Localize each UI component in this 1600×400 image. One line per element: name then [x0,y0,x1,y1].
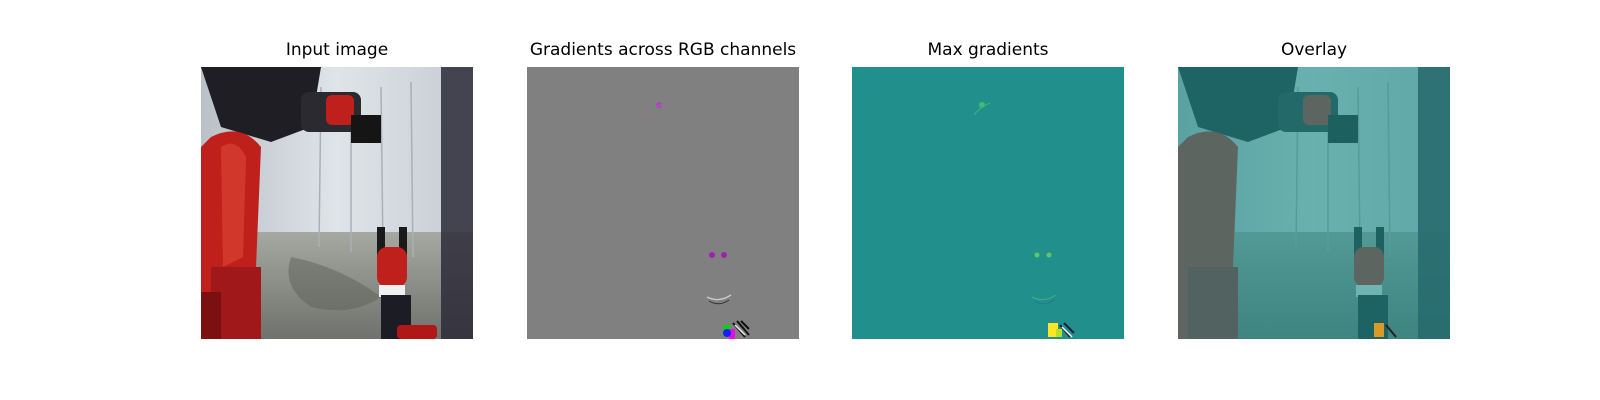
gradient-blob-middle [706,252,732,305]
panel-input-image: Input image [201,40,473,340]
right-robot-arm [377,227,437,339]
overlay-image [1178,67,1450,339]
max-gradients-image [852,67,1124,339]
panel-title: Overlay [1280,40,1348,60]
left-robot-arm [201,67,381,339]
max-blob-bottom [1048,322,1075,338]
teal-background [852,67,1124,339]
rgb-gradients-svg [527,67,799,339]
right-dark-edge [441,67,473,339]
gradient-blob-bottom [723,320,750,339]
panel-overlay: Overlay [1178,40,1450,340]
overlay-teal-tint [1178,67,1450,339]
gradient-blob-top [646,102,666,116]
rgb-gradients-image [527,67,799,339]
panel-title: Input image [285,40,389,60]
panel-max-gradients: Max gradients [852,40,1124,340]
max-blob-top [973,102,991,116]
overlay-svg [1178,67,1450,339]
panel-title: Max gradients [927,40,1049,60]
overlay-hotspot [1374,323,1397,338]
gray-background [527,67,799,339]
input-image-svg [201,67,473,339]
panel-rgb-gradients: Gradients across RGB channels [527,40,799,340]
floor-stains [288,257,381,311]
max-gradients-svg [852,67,1124,339]
max-blob-middle [1031,252,1057,305]
panel-title: Gradients across RGB channels [529,40,797,60]
input-image [201,67,473,339]
